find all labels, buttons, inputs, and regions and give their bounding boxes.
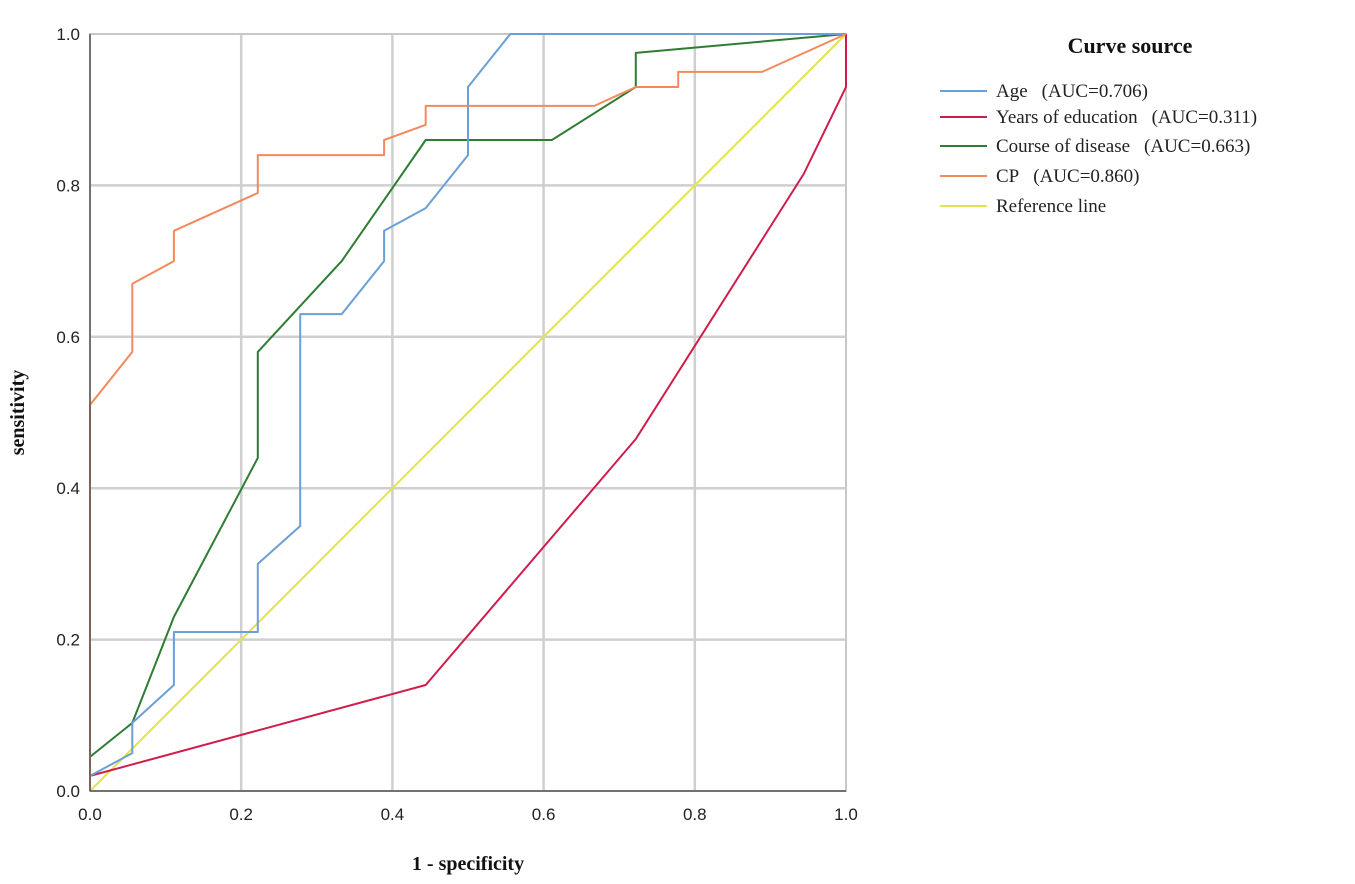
legend-label: CP xyxy=(996,166,1019,187)
legend-label: Course of disease xyxy=(996,136,1130,157)
x-tick-label: 1.0 xyxy=(834,805,858,824)
y-tick-label: 0.6 xyxy=(56,328,80,347)
y-tick-label: 0.2 xyxy=(56,631,80,650)
y-axis-title: sensitivity xyxy=(7,370,29,456)
y-tick-label: 0.4 xyxy=(56,479,80,498)
y-tick-label: 0.0 xyxy=(56,782,80,801)
legend-label: Reference line xyxy=(996,196,1106,217)
legend-auc-label: (AUC=0.311) xyxy=(1152,107,1258,128)
legend-label: Years of education xyxy=(996,107,1138,128)
x-axis-title: 1 - specificity xyxy=(412,853,524,875)
series-line-cp xyxy=(89,33,847,791)
legend-title: Curve source xyxy=(1068,33,1193,58)
x-tick-label: 0.6 xyxy=(532,805,556,824)
y-tick-label: 0.8 xyxy=(56,176,80,195)
legend-auc-label: (AUC=0.706) xyxy=(1042,81,1148,102)
series-layer xyxy=(89,33,847,792)
legend-label: Age xyxy=(996,81,1028,102)
series-line-reference-line xyxy=(89,33,847,792)
legend-auc-label: (AUC=0.663) xyxy=(1144,136,1250,157)
series-line-years-of-education xyxy=(89,34,847,777)
grid xyxy=(90,34,846,791)
tick-labels: 0.0 0.2 0.4 0.6 0.8 1.0 0.0 0.2 0.4 0.6 0.8 1.0 xyxy=(56,25,857,824)
x-tick-label: 0.0 xyxy=(78,805,102,824)
series-line-age xyxy=(89,33,846,777)
x-tick-label: 0.4 xyxy=(381,805,405,824)
x-tick-label: 0.2 xyxy=(229,805,253,824)
x-tick-label: 0.8 xyxy=(683,805,707,824)
legend-auc-label: (AUC=0.860) xyxy=(1033,166,1139,187)
axes xyxy=(89,34,846,792)
legend: Curve source Age (AUC=0.706) Years of educ… xyxy=(940,33,1257,217)
legend-items: Age (AUC=0.706) Years of education (AUC=0.3… xyxy=(940,81,1257,217)
series-line-course-of-disease xyxy=(89,33,847,758)
y-tick-label: 1.0 xyxy=(56,25,80,44)
